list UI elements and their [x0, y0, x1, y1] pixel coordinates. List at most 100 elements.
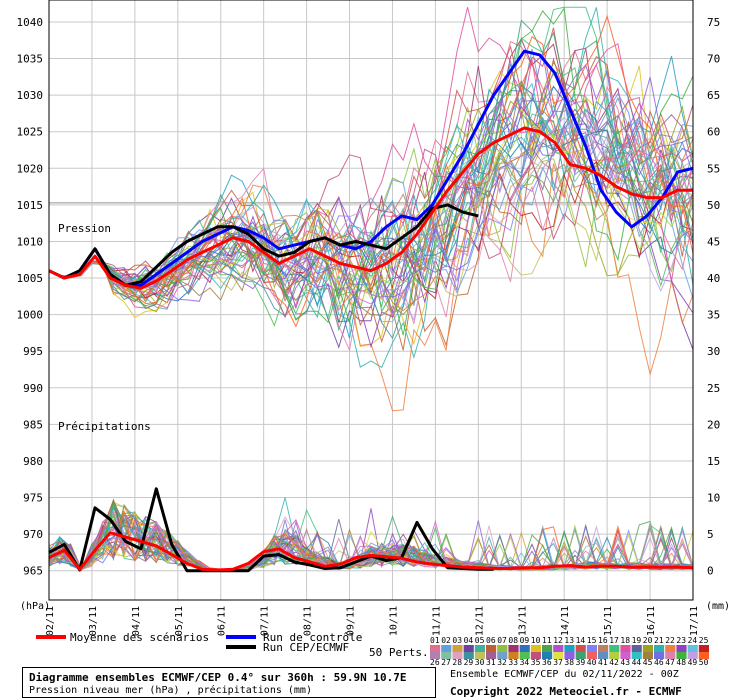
pert-swatch-bottom	[654, 652, 665, 659]
pert-label-top: 03	[452, 636, 462, 645]
x-tick-label: 05/11	[174, 606, 185, 636]
pert-swatch-top	[631, 645, 642, 652]
x-tick-label: 06/11	[217, 606, 228, 636]
pert-label-top: 17	[609, 636, 619, 645]
pert-swatch-bottom	[687, 652, 698, 659]
pert-label-bottom: 31	[486, 658, 496, 667]
pert-label-bottom: 27	[441, 658, 451, 667]
pert-swatch-top	[463, 645, 474, 652]
control-pressure-line	[48, 49, 694, 287]
plot-frame	[48, 0, 694, 601]
y-tick-left: 1005	[17, 272, 44, 285]
y-tick-right: 45	[707, 235, 720, 248]
pert-label-top: 14	[576, 636, 586, 645]
pert-label-top: 08	[508, 636, 518, 645]
member-precip-line	[48, 515, 694, 571]
pert-swatch-bottom	[553, 652, 564, 659]
legend-cep-label: Run CEP/ECMWF	[263, 641, 349, 654]
perturbation-color-grid: 01 26 02 27 03 28 04 29 05 30 06 31 07 32 08 33 09 34 10 35…	[430, 636, 709, 667]
y-tick-right: 75	[707, 16, 720, 29]
pert-swatch-top	[642, 645, 653, 652]
x-tick-label: 17/11	[689, 606, 700, 636]
pert-label-top: 09	[520, 636, 530, 645]
pert-swatch-top	[542, 645, 553, 652]
pert-swatch-bottom	[575, 652, 586, 659]
pert-swatch-top	[620, 645, 631, 652]
pert-label-bottom: 49	[688, 658, 698, 667]
pert-label-top: 16	[598, 636, 608, 645]
legend-perts-label: 50 Perts.	[369, 646, 429, 659]
y-tick-right: 20	[707, 418, 720, 431]
x-tick-label: 07/11	[260, 606, 271, 636]
pert-swatch-top	[654, 645, 665, 652]
pert-label-top: 13	[564, 636, 574, 645]
pert-label-bottom: 50	[699, 658, 709, 667]
pert-swatch-top	[586, 645, 597, 652]
pert-label-bottom: 26	[430, 658, 440, 667]
y-tick-left: 1040	[17, 16, 44, 29]
pert-label-bottom: 37	[553, 658, 563, 667]
ensemble-run-info: Ensemble ECMWF/CEP du 02/11/2022 - 00Z	[450, 669, 679, 680]
pert-label-top: 23	[676, 636, 686, 645]
pert-label-bottom: 43	[620, 658, 630, 667]
pert-label-top: 05	[475, 636, 485, 645]
pert-swatch-bottom	[519, 652, 530, 659]
y-tick-right: 70	[707, 53, 720, 66]
x-tick-label: 09/11	[346, 606, 357, 636]
pert-swatch-top	[598, 645, 609, 652]
pert-label-top: 20	[643, 636, 653, 645]
member-pressure-line	[48, 19, 694, 332]
pert-label-top: 22	[665, 636, 675, 645]
pert-label-bottom: 42	[609, 658, 619, 667]
x-tick-label: 16/11	[646, 606, 657, 636]
pert-swatch-top	[553, 645, 564, 652]
x-tick-label: 08/11	[303, 606, 314, 636]
chart-info-box: Diagramme ensembles ECMWF/CEP 0.4° sur 3…	[22, 667, 436, 698]
pert-label-top: 18	[620, 636, 630, 645]
pert-swatch-bottom	[441, 652, 452, 659]
x-tick-label: 04/11	[131, 606, 142, 636]
x-tick-label: 12/11	[474, 606, 485, 636]
x-tick-label: 10/11	[388, 606, 399, 636]
pert-label-top: 07	[497, 636, 507, 645]
pert-swatch-top	[474, 645, 485, 652]
member-pressure-line	[48, 85, 694, 352]
y-tick-right: 55	[707, 162, 720, 175]
member-pressure-line	[48, 14, 694, 328]
x-tick-label: 13/11	[517, 606, 528, 636]
pert-swatch-top	[441, 645, 452, 652]
mean-pressure-line	[48, 126, 693, 290]
y-tick-left: 1030	[17, 89, 44, 102]
pert-swatch-top	[497, 645, 508, 652]
pert-swatch-bottom	[508, 652, 519, 659]
pert-swatch-bottom	[586, 652, 597, 659]
chart-title: Diagramme ensembles ECMWF/CEP 0.4° sur 3…	[29, 671, 407, 684]
y-tick-left: 965	[23, 565, 43, 578]
y-tick-right: 35	[707, 309, 720, 322]
y-tick-left: 1025	[17, 126, 44, 139]
y-tick-left: 1000	[17, 309, 44, 322]
pert-label-top: 06	[486, 636, 496, 645]
pert-label-top: 01	[430, 636, 440, 645]
pert-swatch-bottom	[564, 652, 575, 659]
pert-swatch-bottom	[452, 652, 463, 659]
pert-label-bottom: 47	[665, 658, 675, 667]
y-tick-right: 25	[707, 382, 720, 395]
pert-swatch-top	[530, 645, 541, 652]
y-tick-right: 15	[707, 455, 720, 468]
member-pressure-line	[48, 100, 694, 305]
pert-label-bottom: 39	[576, 658, 586, 667]
legend-mean-label: Moyenne des scénarios	[70, 631, 209, 644]
member-precip-line	[48, 511, 694, 571]
pert-swatch-top	[609, 645, 620, 652]
member-pressure-line	[48, 96, 694, 288]
pert-swatch-top	[508, 645, 519, 652]
y-tick-right: 60	[707, 126, 720, 139]
pert-label-top: 02	[441, 636, 451, 645]
pert-swatch-bottom	[486, 652, 497, 659]
member-pressure-line	[48, 125, 694, 309]
y-tick-left: 1010	[17, 235, 44, 248]
pert-label-top: 21	[654, 636, 664, 645]
